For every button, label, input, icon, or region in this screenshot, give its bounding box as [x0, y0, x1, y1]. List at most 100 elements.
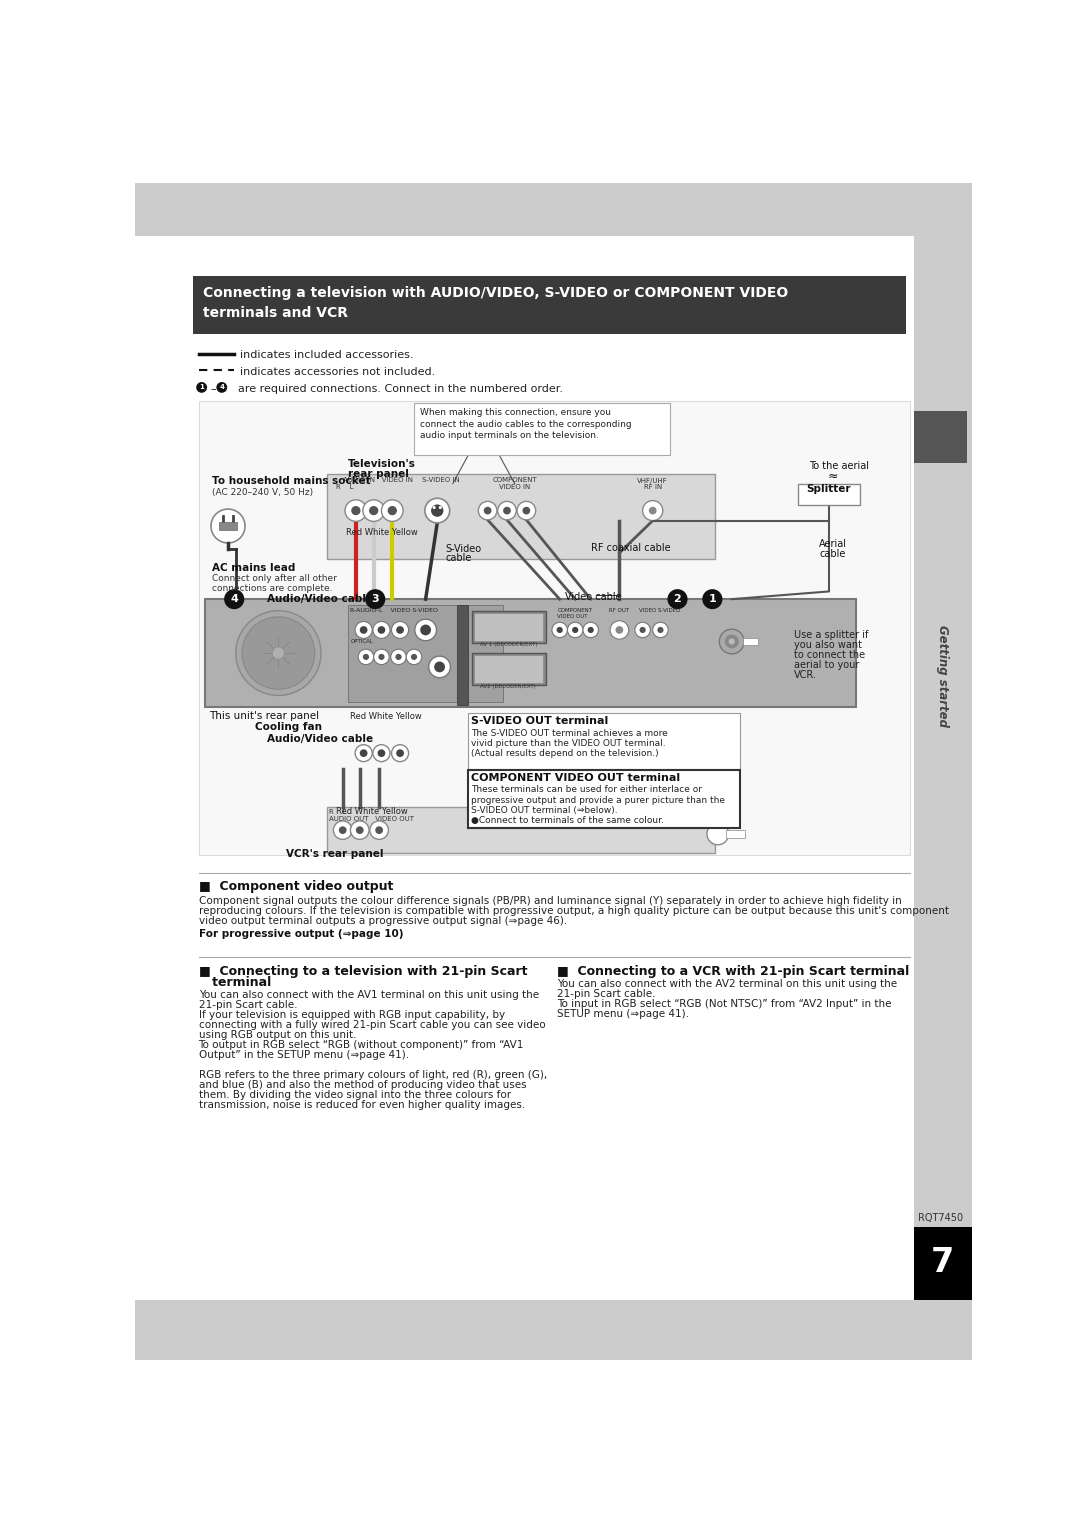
Bar	[474, 613, 543, 640]
Circle shape	[420, 625, 431, 636]
Text: 21-pin Scart cable.: 21-pin Scart cable.	[199, 999, 297, 1010]
Circle shape	[391, 649, 406, 665]
Text: SETUP menu (⇒page 41).: SETUP menu (⇒page 41).	[557, 1008, 689, 1019]
Circle shape	[334, 821, 352, 839]
Circle shape	[658, 626, 663, 633]
Circle shape	[639, 626, 646, 633]
Circle shape	[588, 626, 594, 633]
Text: RF coaxial cable: RF coaxial cable	[591, 542, 671, 553]
Circle shape	[610, 620, 629, 639]
Text: –: –	[211, 385, 216, 394]
Circle shape	[235, 611, 321, 695]
Circle shape	[375, 827, 383, 834]
Text: ■  Component video output: ■ Component video output	[199, 880, 393, 894]
Text: You can also connect with the AV2 terminal on this unit using the: You can also connect with the AV2 termin…	[557, 979, 897, 989]
Circle shape	[431, 504, 444, 516]
Text: Red White Yellow: Red White Yellow	[337, 807, 408, 816]
Circle shape	[369, 506, 378, 515]
Text: S-Video: S-Video	[445, 544, 481, 553]
Text: 1: 1	[708, 594, 716, 604]
Circle shape	[339, 827, 347, 834]
Circle shape	[197, 382, 207, 393]
Circle shape	[707, 824, 729, 845]
Text: S-VIDEO OUT terminal (⇒below).: S-VIDEO OUT terminal (⇒below).	[471, 805, 618, 814]
Bar	[348, 605, 503, 701]
Circle shape	[415, 619, 436, 640]
Text: COMPONENT: COMPONENT	[492, 477, 537, 483]
Text: terminal: terminal	[199, 976, 271, 989]
Text: RF IN: RF IN	[708, 817, 727, 824]
Circle shape	[350, 821, 369, 839]
Circle shape	[369, 821, 389, 839]
Circle shape	[498, 501, 516, 520]
Circle shape	[433, 506, 435, 509]
Bar	[205, 599, 855, 707]
Text: cable: cable	[820, 549, 846, 559]
Circle shape	[351, 506, 361, 515]
Text: If your television is equipped with RGB input capability, by: If your television is equipped with RGB …	[199, 1010, 504, 1019]
Text: Splitter: Splitter	[807, 484, 851, 494]
Circle shape	[373, 622, 390, 639]
Circle shape	[719, 630, 744, 654]
Text: them. By dividing the video signal into the three colours for: them. By dividing the video signal into …	[199, 1089, 511, 1100]
Bar	[472, 652, 545, 686]
Circle shape	[363, 500, 384, 521]
Text: Television's: Television's	[348, 458, 416, 469]
Circle shape	[567, 622, 583, 637]
Circle shape	[211, 509, 245, 542]
Circle shape	[242, 617, 314, 689]
Bar	[914, 235, 972, 1300]
Circle shape	[478, 501, 497, 520]
Circle shape	[373, 744, 390, 761]
Circle shape	[434, 662, 445, 672]
Text: R-AUDIO-L    VIDEO S-VIDEO: R-AUDIO-L VIDEO S-VIDEO	[350, 608, 438, 613]
Circle shape	[523, 507, 530, 515]
Text: VIDEO S-VIDEO: VIDEO S-VIDEO	[638, 608, 680, 613]
Text: 7: 7	[931, 1247, 954, 1279]
Bar	[469, 714, 740, 769]
Circle shape	[652, 622, 669, 637]
Text: AUDIO IN   VIDEO IN    S-VIDEO IN: AUDIO IN VIDEO IN S-VIDEO IN	[342, 477, 459, 483]
Circle shape	[360, 749, 367, 756]
Text: Use a splitter if: Use a splitter if	[794, 630, 868, 640]
Circle shape	[725, 634, 739, 648]
Text: RF OUT: RF OUT	[609, 608, 630, 613]
Circle shape	[378, 654, 384, 660]
Circle shape	[484, 507, 491, 515]
Circle shape	[378, 626, 386, 634]
Text: Audio/Video cable: Audio/Video cable	[267, 594, 373, 604]
Text: (AC 220–240 V, 50 Hz): (AC 220–240 V, 50 Hz)	[213, 487, 313, 497]
Text: connect the audio cables to the corresponding: connect the audio cables to the correspo…	[420, 420, 632, 429]
Text: Aerial: Aerial	[820, 539, 848, 549]
Text: cable: cable	[445, 553, 471, 562]
Circle shape	[374, 649, 389, 665]
Text: are required connections. Connect in the numbered order.: are required connections. Connect in the…	[231, 384, 563, 394]
Text: rear panel: rear panel	[348, 469, 409, 480]
Bar	[457, 605, 469, 706]
Text: transmission, noise is reduced for even higher quality images.: transmission, noise is reduced for even …	[199, 1100, 525, 1109]
Text: Audio/Video cable: Audio/Video cable	[267, 733, 373, 744]
Circle shape	[392, 744, 408, 761]
Circle shape	[583, 622, 598, 637]
Circle shape	[356, 827, 364, 834]
Bar	[327, 474, 715, 559]
Circle shape	[363, 654, 369, 660]
Circle shape	[572, 626, 578, 633]
Text: To input in RGB select “RGB (Not NTSC)” from “AV2 Input” in the: To input in RGB select “RGB (Not NTSC)” …	[557, 999, 892, 1008]
Text: Red White Yellow: Red White Yellow	[346, 527, 418, 536]
Bar	[469, 770, 740, 828]
Bar	[135, 1300, 972, 1360]
Text: Getting started: Getting started	[936, 625, 949, 727]
Text: Connect only after all other: Connect only after all other	[213, 573, 337, 582]
Text: VCR's rear panel: VCR's rear panel	[286, 850, 383, 859]
Circle shape	[552, 622, 567, 637]
Text: VHF/UHF: VHF/UHF	[637, 477, 669, 483]
Circle shape	[729, 639, 734, 645]
Text: ≈: ≈	[827, 469, 838, 483]
Bar	[798, 484, 860, 506]
Text: R    L: R L	[328, 810, 347, 816]
Text: The S-VIDEO OUT terminal achieves a more: The S-VIDEO OUT terminal achieves a more	[471, 729, 669, 738]
Circle shape	[225, 590, 244, 610]
Circle shape	[360, 626, 367, 634]
Bar	[414, 403, 670, 455]
